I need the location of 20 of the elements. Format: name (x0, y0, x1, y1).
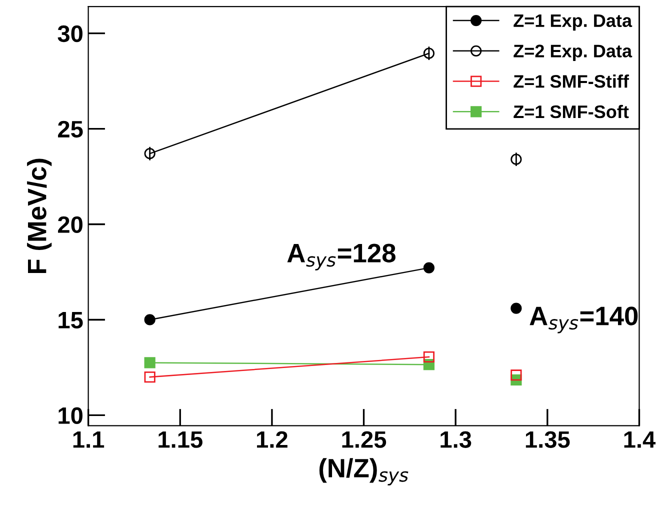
x-tick-label: 1.3 (440, 431, 472, 448)
legend-label: Z=1 SMF-Stiff (514, 74, 629, 88)
y-tick-label: 15 (58, 312, 83, 329)
legend-label: Z=2 Exp. Data (514, 44, 632, 61)
annotation: A$_{sys}$=128 (287, 244, 396, 270)
y-axis-title: F (MeV/c) (27, 158, 52, 274)
x-tick-label: 1.1 (73, 431, 104, 448)
annotation: A$_{sys}$=140 (530, 306, 638, 334)
x-axis-title: (N/Z)$_{sys}$ (319, 458, 408, 486)
legend-label: Z=1 Exp. Data (514, 14, 632, 31)
y-tick-label: 25 (58, 120, 83, 138)
legend-label: Z=1 SMF-Soft (514, 104, 629, 118)
x-tick-label: 1.25 (342, 431, 386, 448)
x-tick-label: 1.4 (624, 431, 656, 448)
x-tick-label: 1.35 (526, 431, 570, 448)
x-tick-label: 1.2 (257, 431, 288, 448)
x-tick-label: 1.15 (158, 431, 202, 448)
y-tick-label: 30 (58, 25, 82, 42)
y-tick-label: 20 (58, 216, 82, 234)
y-tick-label: 10 (58, 407, 82, 424)
